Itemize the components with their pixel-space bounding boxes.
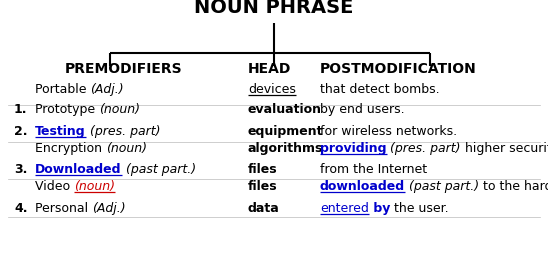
Text: to the hard disk.: to the hard disk.	[480, 180, 548, 193]
Text: Encryption: Encryption	[35, 142, 106, 155]
Text: Prototype: Prototype	[35, 103, 99, 116]
Text: data: data	[248, 202, 279, 215]
Text: higher security.: higher security.	[461, 142, 548, 155]
Text: devices: devices	[248, 83, 296, 96]
Text: NOUN PHRASE: NOUN PHRASE	[195, 0, 353, 17]
Text: that detect bombs.: that detect bombs.	[320, 83, 439, 96]
Text: 4.: 4.	[14, 202, 27, 215]
Text: downloaded: downloaded	[320, 180, 405, 193]
Text: files: files	[248, 163, 278, 176]
Text: (noun): (noun)	[99, 103, 140, 116]
Text: Video: Video	[35, 180, 74, 193]
Text: (past part.): (past part.)	[122, 163, 196, 176]
Text: equipment: equipment	[248, 125, 323, 138]
Text: Personal: Personal	[35, 202, 92, 215]
Text: (Adj.): (Adj.)	[92, 202, 125, 215]
Text: (noun): (noun)	[106, 142, 147, 155]
Text: PREMODIFIERS: PREMODIFIERS	[65, 62, 182, 76]
Text: for wireless networks.: for wireless networks.	[320, 125, 457, 138]
Text: POSTMODIFICATION: POSTMODIFICATION	[320, 62, 477, 76]
Text: (Adj.): (Adj.)	[90, 83, 124, 96]
Text: 1.: 1.	[14, 103, 27, 116]
Text: files: files	[248, 180, 278, 193]
Text: algorithms: algorithms	[248, 142, 323, 155]
Text: 3.: 3.	[14, 163, 27, 176]
Text: the user.: the user.	[390, 202, 449, 215]
Text: (past part.): (past part.)	[405, 180, 480, 193]
Text: HEAD: HEAD	[248, 62, 292, 76]
Text: (pres. part): (pres. part)	[85, 125, 160, 138]
Text: by end users.: by end users.	[320, 103, 404, 116]
Text: providing: providing	[320, 142, 386, 155]
Text: Downloaded: Downloaded	[35, 163, 122, 176]
Text: entered: entered	[320, 202, 369, 215]
Text: Testing: Testing	[35, 125, 85, 138]
Text: by: by	[369, 202, 390, 215]
Text: evaluation: evaluation	[248, 103, 322, 116]
Text: (noun): (noun)	[74, 180, 115, 193]
Text: (pres. part): (pres. part)	[386, 142, 461, 155]
Text: Portable: Portable	[35, 83, 90, 96]
Text: 2.: 2.	[14, 125, 27, 138]
Text: from the Internet: from the Internet	[320, 163, 427, 176]
